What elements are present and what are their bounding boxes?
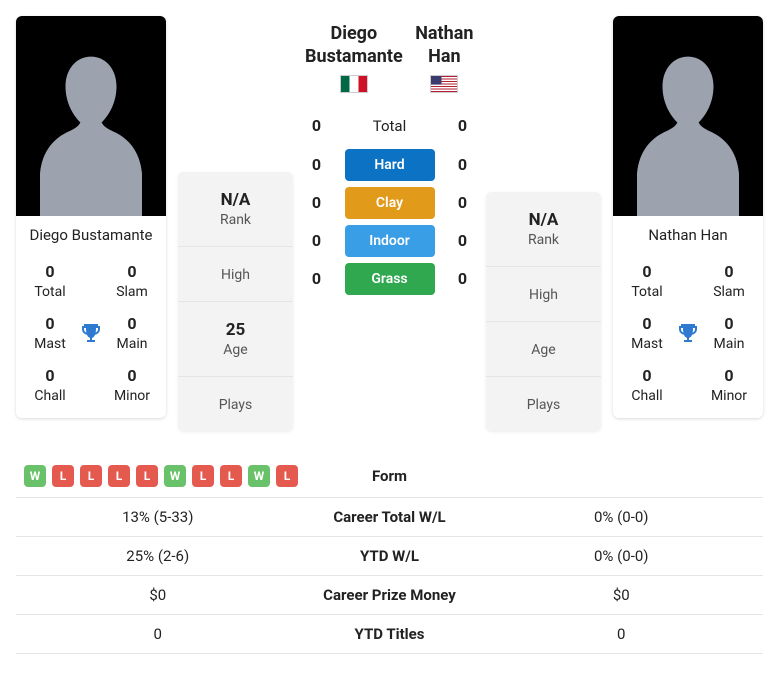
stat-right-cell: $0 [480,586,764,604]
stat-mast-right: 0Mast [621,310,673,356]
stat-main-left: 0Main [106,310,158,356]
form-loss-chip[interactable]: L [192,465,214,487]
stat-label: YTD Titles [300,625,480,643]
rank-row: N/ARank [486,192,601,267]
stat-chall-right: 0Chall [621,362,673,408]
surface-filter-button[interactable]: Clay [345,187,435,219]
high-row: High [486,267,601,322]
high-row: High [178,247,293,302]
age-row: 25Age [178,302,293,377]
h2h-right-value: 0 [453,269,473,288]
form-win-chip[interactable]: W [248,465,270,487]
stat-label: Career Prize Money [300,586,480,604]
stat-mast-left: 0Mast [24,310,76,356]
form-loss-chip[interactable]: L [220,465,242,487]
table-row: 0YTD Titles0 [16,615,763,654]
trophy-icon [673,321,703,345]
h2h-right-value: 0 [453,155,473,174]
stat-right-cell: 0% (0-0) [480,547,764,565]
h2h-row: 0 Clay 0 [307,187,473,219]
table-row: WLLLLWLLWLForm [16,455,763,498]
stat-main-right: 0Main [703,310,755,356]
h2h-left-value: 0 [307,116,327,135]
h2h-left-value: 0 [307,193,327,212]
h2h-row: 0 Indoor 0 [307,225,473,257]
table-row: $0Career Prize Money$0 [16,576,763,615]
form-chips: WLLLLWLLWL [16,465,300,487]
stat-total-right: 0Total [621,258,673,304]
h2h-row: 0 Grass 0 [307,263,473,295]
plays-row: Plays [486,377,601,431]
comparison-table: WLLLLWLLWLForm13% (5-33)Career Total W/L… [16,455,763,654]
h2h-left-value: 0 [307,269,327,288]
player-photo-right [613,16,763,216]
stat-label: Form [300,467,480,485]
form-win-chip[interactable]: W [164,465,186,487]
rank-card-right: N/ARank High Age Plays [486,192,601,431]
surface-filter-button[interactable]: Hard [345,149,435,181]
h2h-left-value: 0 [307,155,327,174]
form-win-chip[interactable]: W [24,465,46,487]
stat-left-cell: 25% (2-6) [16,547,300,565]
player-card-left: Diego Bustamante 0Total 0Slam 0Mast 0Mai… [16,16,166,418]
form-loss-chip[interactable]: L [136,465,158,487]
table-row: 13% (5-33)Career Total W/L0% (0-0) [16,498,763,537]
player-name-left-caption: Diego Bustamante [16,216,166,258]
avatar-silhouette-icon [36,46,146,216]
h2h-left-value: 0 [307,231,327,250]
stat-slam-left: 0Slam [106,258,158,304]
rank-card-left: N/ARank High 25Age Plays [178,172,293,431]
surface-filter-button[interactable]: Grass [345,263,435,295]
h2h-row: 0 Total 0 [307,109,473,143]
form-loss-chip[interactable]: L [80,465,102,487]
player-photo-left [16,16,166,216]
stat-right-cell: 0% (0-0) [480,508,764,526]
player-card-right: Nathan Han 0Total 0Slam 0Mast 0Main 0Cha… [613,16,763,418]
h2h-right-value: 0 [453,231,473,250]
stat-chall-left: 0Chall [24,362,76,408]
rank-row: N/ARank [178,172,293,247]
player-name-right-heading[interactable]: Nathan Han [415,22,474,69]
stat-total-left: 0Total [24,258,76,304]
h2h-right-value: 0 [453,116,473,135]
form-loss-chip[interactable]: L [108,465,130,487]
h2h-right-value: 0 [453,193,473,212]
table-row: 25% (2-6)YTD W/L0% (0-0) [16,537,763,576]
surface-total-label: Total [345,109,435,143]
stat-right-cell: 0 [480,625,764,643]
plays-row: Plays [178,377,293,431]
avatar-silhouette-icon [633,46,743,216]
form-loss-chip[interactable]: L [52,465,74,487]
age-row: Age [486,322,601,377]
stat-left-cell: 0 [16,625,300,643]
flag-usa-icon [430,75,458,93]
stat-minor-right: 0Minor [703,362,755,408]
stat-slam-right: 0Slam [703,258,755,304]
stat-label: YTD W/L [300,547,480,565]
form-loss-chip[interactable]: L [276,465,298,487]
stat-left-cell: 13% (5-33) [16,508,300,526]
trophy-icon [76,321,106,345]
stat-left-cell: $0 [16,586,300,604]
player-name-right-caption: Nathan Han [613,216,763,258]
stat-minor-left: 0Minor [106,362,158,408]
h2h-row: 0 Hard 0 [307,149,473,181]
surface-filter-button[interactable]: Indoor [345,225,435,257]
player-name-left-heading[interactable]: Diego Bustamante [305,22,403,69]
stat-left-cell: WLLLLWLLWL [16,465,300,487]
stat-label: Career Total W/L [300,508,480,526]
flag-mexico-icon [340,75,368,93]
